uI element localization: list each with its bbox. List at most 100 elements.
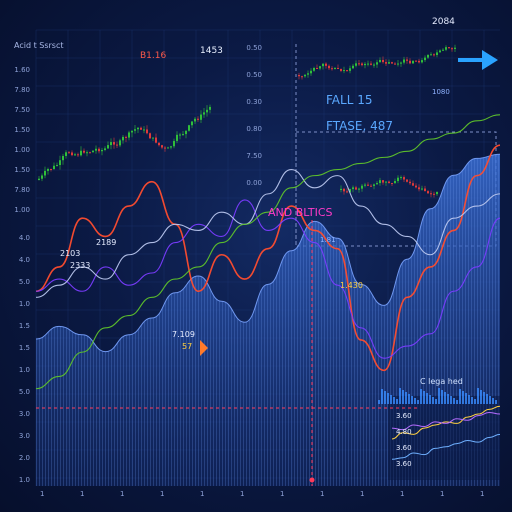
candle-body (346, 191, 348, 193)
candle-body (80, 150, 82, 156)
box-label-mid: FTASE, 487 (326, 119, 393, 133)
candle-body (301, 76, 303, 78)
y-ticks-main: 4.0 4.0 5.0 1.0 1.5 1.5 1.0 5.0 3.0 3.0 2.0 1.0 (19, 234, 30, 484)
candle-body (101, 149, 103, 152)
candle-body (56, 165, 58, 167)
inset-bar (384, 391, 386, 404)
candle-body (415, 185, 417, 188)
candle-body (146, 129, 148, 134)
candle-body (167, 147, 169, 149)
candle-body (164, 147, 166, 149)
peak-label-3: 2333 (70, 261, 90, 270)
candle-body (125, 136, 127, 138)
candle-body (352, 187, 354, 190)
area-outline (35, 153, 501, 353)
candle-body (158, 142, 160, 146)
candle-body (304, 74, 306, 77)
inset-bar (417, 400, 419, 404)
candle-body (385, 62, 387, 64)
candle-body (367, 63, 369, 65)
candle-body (343, 70, 345, 72)
candle-body (149, 133, 151, 139)
inset-values: 3.60 4.80 3.60 3.60 (396, 412, 412, 468)
inset-bar (489, 396, 491, 404)
x-tick-label: 1 (400, 490, 404, 498)
candle-body (385, 181, 387, 183)
candle-body (104, 148, 106, 150)
y-tick-label: 1.00 (14, 146, 30, 154)
y-tick-label: 4.0 (19, 256, 30, 264)
x-tick-label: 1 (360, 490, 364, 498)
candle-body (116, 144, 118, 146)
inset-line-2 (391, 411, 501, 431)
inset-bar (411, 396, 413, 404)
candle-body (307, 73, 309, 75)
x-tick-label: 1 (480, 490, 484, 498)
candle-body (427, 54, 429, 58)
candle-body (89, 152, 91, 154)
candle-body (370, 185, 372, 187)
inset-chart (378, 388, 501, 480)
inset-bar (402, 390, 404, 404)
candle-label-1: B1.16 (140, 51, 166, 61)
candle-body (346, 70, 348, 72)
candle-body (343, 188, 345, 192)
x-tick-label: 1 (240, 490, 244, 498)
candle-body (397, 177, 399, 182)
analytics-label: AND BLTICS (268, 206, 333, 219)
inset-bar (429, 395, 431, 404)
y-tick-label: 1.0 (19, 366, 30, 374)
candle-body (77, 154, 79, 156)
candle-body (170, 146, 172, 148)
inset-bar (441, 390, 443, 404)
series-line-3 (35, 168, 501, 298)
candle-body (382, 59, 384, 63)
candle-body (179, 134, 181, 136)
candle-body (433, 193, 435, 195)
peak-label-2: 2189 (96, 238, 116, 247)
y-ticks-top-left: 1.60 7.80 7.50 1.50 1.00 1.50 7.80 1.00 (14, 66, 30, 214)
inset-bar (393, 397, 395, 404)
candle-body (355, 187, 357, 190)
series-line-2 (35, 199, 501, 359)
candle-body (364, 184, 366, 186)
line-series (35, 114, 501, 390)
candle-body (95, 148, 97, 151)
candle-body (442, 49, 444, 51)
candle-body (340, 188, 342, 190)
candle-body (358, 63, 360, 65)
inset-bar (435, 399, 437, 404)
y-tick-label: 0.50 (246, 44, 262, 52)
box-label-top: FALL 15 (326, 93, 372, 107)
candle-body (430, 193, 432, 195)
candle-body (53, 165, 55, 170)
candle-body (328, 65, 330, 69)
candle-body (391, 183, 393, 185)
candle-body (397, 63, 399, 65)
candle-body (400, 177, 402, 179)
y-tick-label: 1.00 (14, 206, 30, 214)
inset-bar (483, 392, 485, 404)
candle-body (131, 130, 133, 133)
y-tick-label: 3.0 (19, 410, 30, 418)
candle-body (403, 59, 405, 63)
candle-body (197, 118, 199, 120)
inset-bar (438, 388, 440, 404)
arrow-right-icon (458, 50, 498, 70)
mid-label-1: 7.109 (172, 330, 195, 339)
candle-body (191, 121, 193, 126)
candle-body (86, 152, 88, 154)
candle-body (430, 54, 432, 56)
candle-body (412, 60, 414, 64)
x-tick-label: 1 (320, 490, 324, 498)
inset-bar (381, 389, 383, 404)
inset-bar (444, 392, 446, 404)
candle-body (373, 64, 375, 66)
y-tick-label: 1.50 (14, 166, 30, 174)
inset-bar (486, 394, 488, 404)
candle-body (313, 67, 315, 71)
candle-body (433, 54, 435, 56)
box-label-small: 1080 (432, 88, 450, 96)
candle-body (83, 150, 85, 153)
y-tick-label: 5.0 (19, 278, 30, 286)
